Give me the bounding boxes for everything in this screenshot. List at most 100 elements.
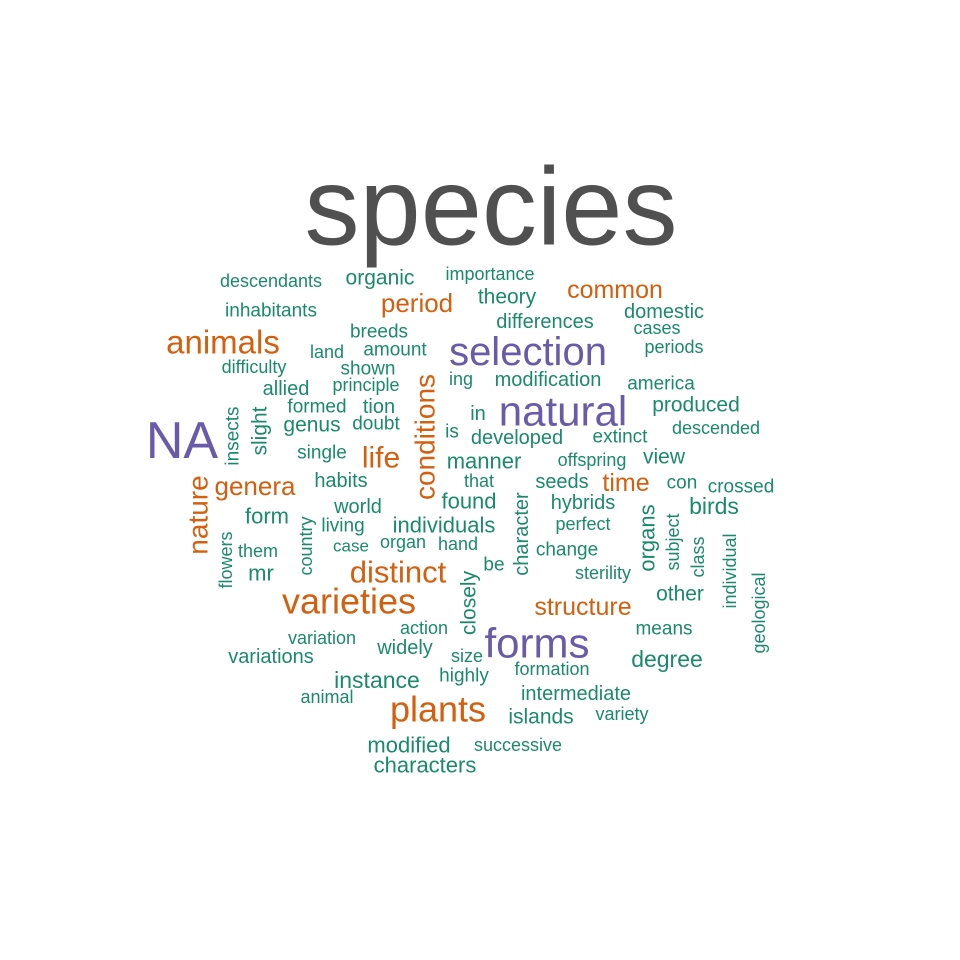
word-hybrids: hybrids: [551, 492, 615, 514]
word-developed: developed: [471, 427, 563, 449]
word-habits: habits: [314, 470, 367, 492]
word-individuals: individuals: [393, 513, 496, 538]
word-subject: subject: [663, 513, 683, 570]
word-individual: individual: [720, 533, 740, 608]
word-character: character: [511, 492, 533, 576]
words-layer: species NA natural selection forms varieties p…: [146, 146, 774, 778]
word-ing: ing: [449, 369, 473, 389]
word-other: other: [656, 583, 704, 606]
word-domestic: domestic: [624, 301, 704, 323]
word-doubt: doubt: [352, 414, 400, 435]
word-cases: cases: [633, 318, 680, 338]
word-natural: natural: [499, 388, 627, 435]
word-genus: genus: [283, 414, 340, 437]
word-living: living: [321, 516, 364, 537]
word-birds: birds: [689, 493, 739, 519]
word-varieties: varieties: [282, 581, 416, 622]
word-formed: formed: [287, 397, 346, 418]
word-highly: highly: [439, 666, 489, 687]
word-single: single: [297, 443, 347, 464]
word-selection: selection: [449, 330, 607, 374]
word-periods: periods: [644, 337, 703, 357]
word-closely: closely: [458, 570, 481, 635]
word-view: view: [643, 446, 686, 469]
word-characters: characters: [374, 753, 477, 778]
word-offspring: offspring: [558, 450, 627, 470]
word-islands: islands: [508, 706, 573, 729]
word-formation: formation: [514, 659, 589, 679]
word-amount: amount: [363, 340, 427, 361]
word-intermediate: intermediate: [521, 683, 631, 705]
word-case: case: [333, 537, 369, 556]
word-produced: produced: [652, 394, 740, 417]
word-in: in: [470, 403, 486, 425]
word-extinct: extinct: [593, 427, 649, 448]
word-size: size: [451, 646, 483, 666]
word-sterility: sterility: [575, 563, 631, 583]
word-descended: descended: [672, 418, 760, 438]
word-manner: manner: [447, 449, 522, 474]
word-is: is: [445, 422, 459, 443]
word-change: change: [536, 540, 598, 561]
word-degree: degree: [631, 646, 703, 672]
word-theory: theory: [478, 286, 537, 309]
word-seeds: seeds: [535, 471, 588, 493]
word-flowers: flowers: [216, 531, 236, 588]
word-species: species: [305, 146, 678, 269]
word-difficulty: difficulty: [222, 357, 287, 377]
word-plants: plants: [390, 689, 486, 730]
word-means: means: [635, 619, 692, 640]
word-variations: variations: [228, 646, 314, 668]
word-breeds: breeds: [350, 322, 408, 343]
word-distinct: distinct: [350, 555, 447, 590]
word-perfect: perfect: [555, 514, 610, 534]
word-con: con: [667, 473, 698, 494]
word-tion: tion: [363, 396, 395, 418]
word-world: world: [333, 496, 382, 518]
word-instance: instance: [334, 667, 420, 693]
word-modification: modification: [495, 369, 602, 391]
word-insects: insects: [223, 406, 244, 465]
word-that: that: [464, 471, 494, 491]
word-allied: allied: [263, 378, 310, 400]
word-principle: principle: [332, 375, 399, 395]
word-country: country: [296, 516, 316, 575]
word-genera: genera: [215, 471, 296, 501]
word-successive: successive: [474, 735, 562, 755]
word-nature: nature: [183, 475, 214, 554]
word-structure: structure: [534, 593, 631, 621]
word-widely: widely: [376, 637, 433, 659]
word-conditions: conditions: [410, 374, 441, 500]
word-found: found: [441, 489, 496, 514]
word-life: life: [362, 442, 400, 475]
word-modified: modified: [367, 733, 450, 758]
word-NA: NA: [146, 412, 219, 470]
word-forms: forms: [485, 620, 590, 667]
word-crossed: crossed: [708, 477, 775, 498]
word-importance: importance: [445, 264, 534, 284]
word-class: class: [688, 536, 708, 577]
word-slight: slight: [249, 406, 272, 455]
word-hand: hand: [438, 534, 478, 554]
word-time: time: [602, 469, 649, 497]
word-organs: organs: [635, 504, 660, 571]
word-america: america: [627, 374, 695, 395]
word-common: common: [567, 276, 663, 304]
word-animal: animal: [300, 687, 353, 707]
word-form: form: [245, 504, 289, 529]
word-land: land: [310, 342, 344, 362]
word-descendants: descendants: [220, 271, 322, 291]
word-variation: variation: [288, 628, 356, 648]
word-action: action: [400, 618, 448, 638]
word-differences: differences: [496, 311, 593, 333]
word-variety: variety: [595, 704, 648, 724]
word-organic: organic: [346, 267, 415, 290]
word-period: period: [381, 288, 453, 318]
word-shown: shown: [341, 359, 396, 380]
word-mr: mr: [248, 561, 274, 586]
word-them: them: [238, 541, 278, 561]
word-animals: animals: [166, 324, 280, 361]
word-organ: organ: [380, 532, 426, 552]
